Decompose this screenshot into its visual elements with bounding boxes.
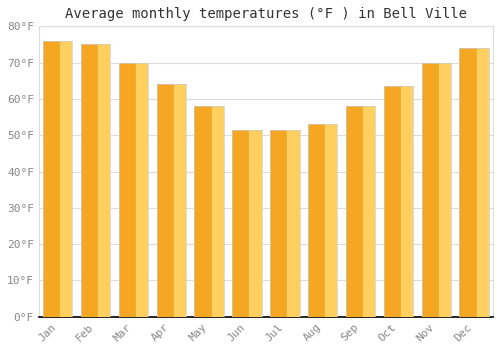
- Bar: [97, 44, 110, 317]
- Bar: [476, 48, 489, 317]
- Bar: [135, 63, 148, 317]
- Bar: [156, 84, 173, 317]
- Bar: [232, 130, 248, 317]
- Bar: [400, 86, 413, 317]
- Bar: [422, 63, 438, 317]
- Bar: [308, 124, 324, 317]
- Bar: [346, 106, 362, 317]
- Bar: [270, 130, 286, 317]
- Bar: [362, 106, 376, 317]
- Bar: [324, 124, 338, 317]
- Bar: [438, 63, 451, 317]
- Bar: [248, 130, 262, 317]
- Bar: [460, 48, 475, 317]
- Bar: [194, 106, 210, 317]
- Title: Average monthly temperatures (°F ) in Bell Ville: Average monthly temperatures (°F ) in Be…: [65, 7, 467, 21]
- Bar: [118, 63, 135, 317]
- Bar: [81, 44, 97, 317]
- Bar: [173, 84, 186, 317]
- Bar: [43, 41, 59, 317]
- Bar: [384, 86, 400, 317]
- Bar: [286, 130, 300, 317]
- Bar: [210, 106, 224, 317]
- Bar: [59, 41, 72, 317]
